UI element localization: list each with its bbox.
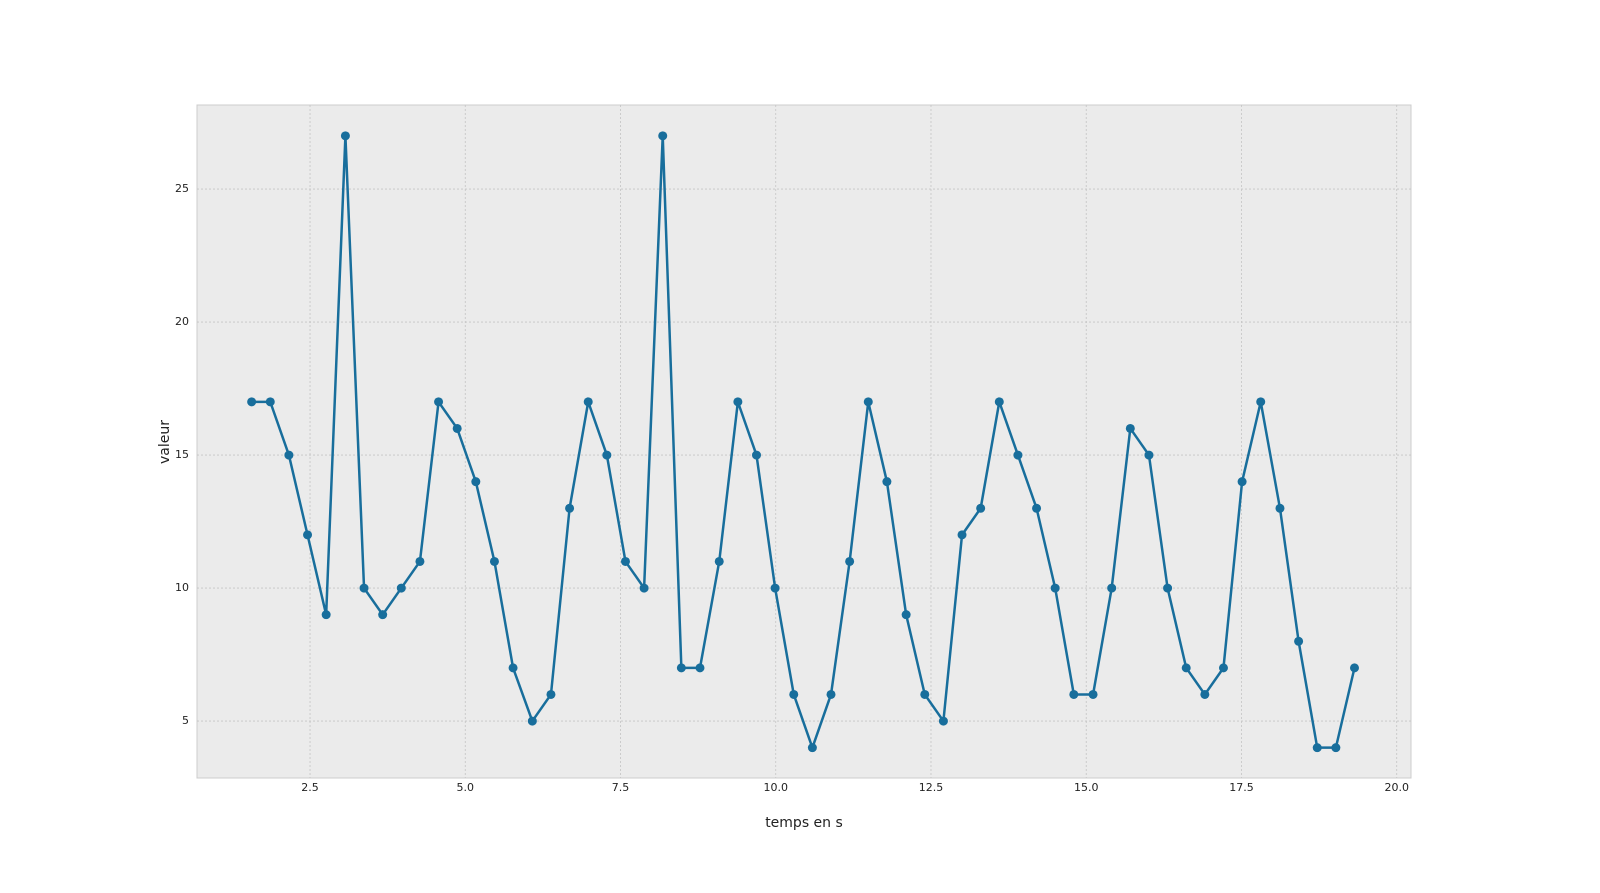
data-point (396, 583, 406, 593)
data-point (434, 397, 444, 407)
data-point (770, 583, 780, 593)
x-tick-label: 15.0 (1074, 781, 1099, 794)
x-tick-label: 12.5 (919, 781, 944, 794)
y-tick-label: 20 (175, 315, 189, 328)
data-point (415, 556, 425, 566)
data-point (284, 450, 294, 460)
y-axis-label: valeur (157, 420, 173, 464)
data-point (1237, 477, 1247, 487)
data-point (639, 583, 649, 593)
data-point (751, 450, 761, 460)
data-point (863, 397, 873, 407)
data-point (340, 131, 350, 141)
x-tick-label: 10.0 (763, 781, 788, 794)
data-point (994, 397, 1004, 407)
data-point (1050, 583, 1060, 593)
data-point (1163, 583, 1173, 593)
data-point (695, 663, 705, 673)
data-point (620, 556, 630, 566)
x-tick-label: 2.5 (301, 781, 319, 794)
data-point (1200, 689, 1210, 699)
data-point (1294, 636, 1304, 646)
data-point (527, 716, 537, 726)
data-point (546, 689, 556, 699)
data-point (920, 689, 930, 699)
x-tick-label: 20.0 (1384, 781, 1409, 794)
data-point (489, 556, 499, 566)
x-axis-label: temps en s (765, 815, 843, 831)
data-point (1088, 689, 1098, 699)
data-point (265, 397, 275, 407)
y-tick-label: 25 (175, 182, 189, 195)
data-point (901, 610, 911, 620)
data-point (1032, 503, 1042, 513)
data-point (602, 450, 612, 460)
data-point (1069, 689, 1079, 699)
data-point (714, 556, 724, 566)
data-point (565, 503, 575, 513)
data-point (1181, 663, 1191, 673)
data-point (1013, 450, 1023, 460)
data-point (976, 503, 986, 513)
x-tick-label: 17.5 (1229, 781, 1254, 794)
data-point (1218, 663, 1228, 673)
data-point (378, 610, 388, 620)
x-tick-label: 5.0 (457, 781, 475, 794)
data-point (658, 131, 668, 141)
data-point (733, 397, 743, 407)
data-point (1144, 450, 1154, 460)
data-point (938, 716, 948, 726)
data-point (247, 397, 257, 407)
data-point (1331, 743, 1341, 753)
data-point (583, 397, 593, 407)
plot-area (196, 104, 1412, 779)
data-point (957, 530, 967, 540)
y-tick-label: 10 (175, 581, 189, 594)
data-point (1275, 503, 1285, 513)
data-point (789, 689, 799, 699)
y-tick-label: 5 (182, 714, 189, 727)
data-line (251, 135, 1356, 752)
data-point (508, 663, 518, 673)
data-point (1349, 663, 1359, 673)
data-point (321, 610, 331, 620)
data-point (676, 663, 686, 673)
data-point (882, 477, 892, 487)
x-tick-label: 7.5 (612, 781, 630, 794)
data-point (471, 477, 481, 487)
y-tick-label: 15 (175, 448, 189, 461)
data-point (1107, 583, 1117, 593)
data-point (845, 556, 855, 566)
data-point (359, 583, 369, 593)
data-point (807, 743, 817, 753)
data-point (303, 530, 313, 540)
data-point (452, 423, 462, 433)
data-point (1312, 743, 1322, 753)
data-point (1256, 397, 1266, 407)
data-point (826, 689, 836, 699)
data-point (1125, 423, 1135, 433)
